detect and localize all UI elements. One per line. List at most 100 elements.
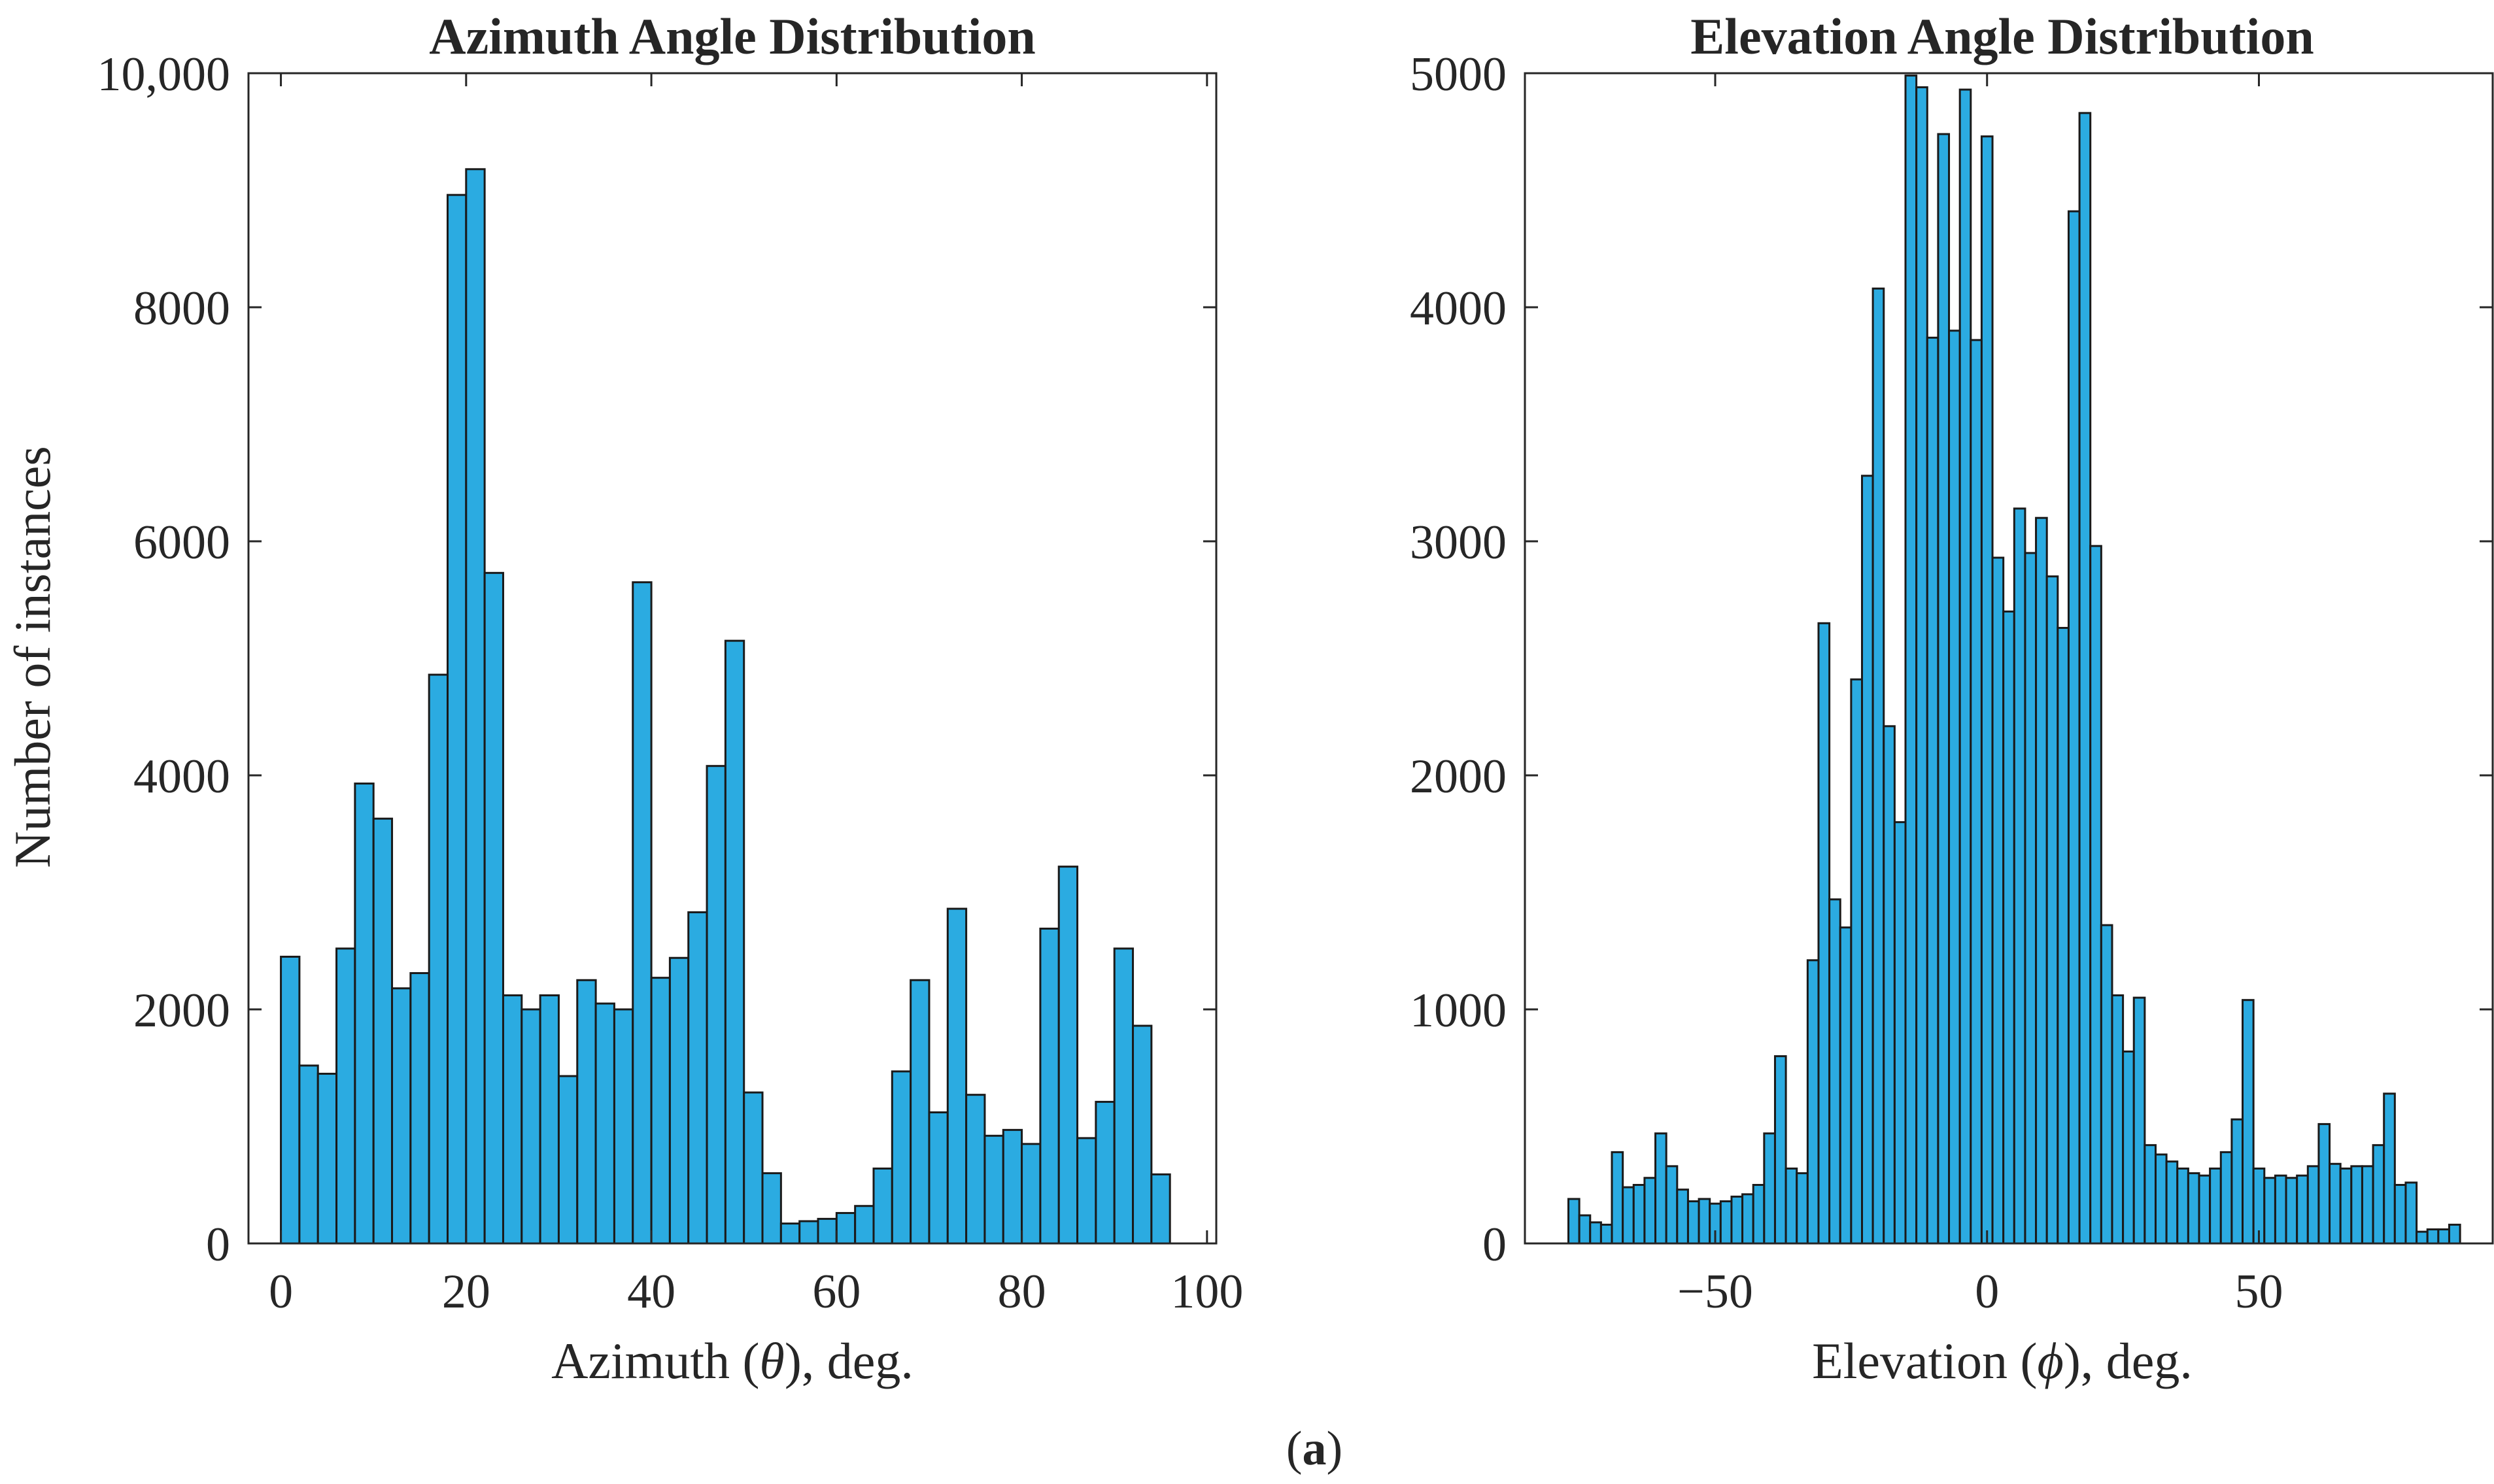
elevation-bar: [2002, 610, 2015, 1245]
elevation-bar: [1643, 1177, 1657, 1245]
elevation-y-tick-label: 0: [1482, 1218, 1507, 1272]
elevation-bar: [1622, 1186, 1635, 1245]
elevation-bar: [1567, 1198, 1580, 1245]
elevation-axes-frame: [1524, 72, 2494, 1245]
elevation-bar: [1698, 1198, 1711, 1245]
azimuth-bar: [280, 955, 301, 1245]
azimuth-bar: [854, 1205, 875, 1245]
elevation-bar: [2154, 1153, 2168, 1245]
elevation-x-tick-label: 50: [2234, 1265, 2283, 1319]
elevation-bar: [2024, 552, 2038, 1245]
azimuth-chart: Azimuth Angle Distribution 0 20 40 60 80 1000…: [4, 8, 1243, 1389]
elevation-x-tick-label: 0: [1975, 1265, 1999, 1319]
elevation-bar: [2242, 999, 2255, 1245]
elevation-bar: [1806, 959, 1820, 1245]
elevation-bar: [1599, 1223, 1613, 1245]
azimuth-bar: [687, 911, 708, 1245]
azimuth-bar: [668, 956, 690, 1245]
azimuth-bar: [706, 765, 726, 1245]
elevation-bar: [1883, 725, 1896, 1245]
azimuth-bar: [576, 979, 597, 1245]
elevation-bar: [1796, 1172, 1809, 1245]
azimuth-bar: [724, 639, 745, 1245]
elevation-bar: [1665, 1165, 1679, 1245]
azimuth-y-tick-label: 6000: [133, 516, 230, 569]
elevation-bar: [2089, 545, 2102, 1245]
elevation-bar: [2122, 1050, 2135, 1245]
azimuth-bar: [946, 907, 968, 1245]
elevation-bar: [2132, 996, 2146, 1245]
elevation-y-tick-label: 5000: [1410, 48, 1507, 101]
elevation-bar: [1926, 337, 1939, 1245]
azimuth-bar: [761, 1172, 782, 1245]
azimuth-bar: [391, 987, 412, 1245]
azimuth-x-tick-label: 100: [1170, 1265, 1243, 1319]
azimuth-x-axis-label: Azimuth (θ), deg.: [551, 1332, 914, 1389]
elevation-bar: [2045, 575, 2059, 1245]
azimuth-bar: [539, 994, 560, 1245]
azimuth-bar: [743, 1091, 764, 1245]
azimuth-bar: [613, 1008, 634, 1245]
elevation-bar: [1654, 1132, 1667, 1245]
elevation-bar: [2263, 1177, 2276, 1245]
elevation-chart: Elevation Angle Distribution −50 0 5001000…: [1410, 8, 2494, 1389]
elevation-bar: [1958, 88, 1972, 1245]
azimuth-bar: [835, 1211, 857, 1245]
elevation-bar: [1871, 287, 1885, 1245]
elevation-bar: [1730, 1195, 1744, 1245]
elevation-chart-title: Elevation Angle Distribution: [1690, 8, 2314, 65]
azimuth-x-tick-label: 20: [442, 1265, 490, 1319]
azimuth-y-tick-label: 0: [206, 1218, 230, 1272]
elevation-x-axis-label: Elevation (ϕ), deg.: [1812, 1332, 2193, 1389]
elevation-bar: [2372, 1144, 2385, 1245]
elevation-bar: [2296, 1174, 2309, 1245]
elevation-bar: [1773, 1055, 1787, 1245]
elevation-bars: [1567, 75, 2461, 1245]
elevation-bar: [1839, 926, 1853, 1245]
azimuth-bar: [817, 1217, 838, 1245]
elevation-y-tick-label: 3000: [1410, 516, 1507, 569]
elevation-bar: [2448, 1223, 2461, 1245]
azimuth-bar: [910, 979, 931, 1245]
elevation-bar: [2013, 507, 2026, 1245]
azimuth-bar: [1076, 1137, 1097, 1245]
azimuth-bar: [1113, 947, 1135, 1245]
elevation-bar: [2437, 1228, 2450, 1245]
azimuth-bar: [650, 977, 671, 1245]
elevation-bar: [2317, 1122, 2331, 1245]
elevation-bar: [2361, 1165, 2374, 1245]
elevation-bar: [2329, 1162, 2342, 1245]
elevation-bar: [2416, 1230, 2429, 1245]
elevation-bar: [2187, 1172, 2200, 1245]
elevation-bar: [2111, 994, 2125, 1245]
elevation-bar: [1578, 1214, 1592, 1245]
elevation-bar: [1632, 1184, 1646, 1245]
elevation-bar: [1915, 86, 1928, 1245]
azimuth-bar: [465, 168, 486, 1245]
elevation-bar: [1589, 1221, 1602, 1245]
elevation-bar: [1676, 1189, 1689, 1245]
elevation-bar: [1719, 1200, 1733, 1245]
azimuth-y-tick-label: 2000: [133, 984, 230, 1037]
elevation-y-tick-label: 2000: [1410, 750, 1507, 803]
azimuth-chart-title: Azimuth Angle Distribution: [429, 8, 1035, 65]
azimuth-bar: [594, 1002, 615, 1245]
azimuth-bar: [1002, 1128, 1023, 1245]
azimuth-bar: [316, 1072, 338, 1245]
elevation-bar: [1970, 339, 1983, 1245]
elevation-bar: [2198, 1174, 2212, 1245]
elevation-bar: [2383, 1092, 2396, 1245]
azimuth-bar: [335, 947, 356, 1245]
azimuth-y-tick-label: 10,000: [97, 48, 231, 101]
elevation-bar: [1980, 135, 1994, 1245]
elevation-bar: [2274, 1174, 2287, 1245]
elevation-bar: [2057, 626, 2070, 1245]
azimuth-bar: [1150, 1173, 1171, 1245]
azimuth-bar: [483, 571, 504, 1245]
azimuth-x-tick-label: 80: [998, 1265, 1046, 1319]
azimuth-bar: [521, 1008, 541, 1245]
elevation-bar: [1763, 1132, 1776, 1245]
azimuth-x-tick-label: 60: [812, 1265, 861, 1319]
azimuth-bar: [557, 1075, 579, 1245]
